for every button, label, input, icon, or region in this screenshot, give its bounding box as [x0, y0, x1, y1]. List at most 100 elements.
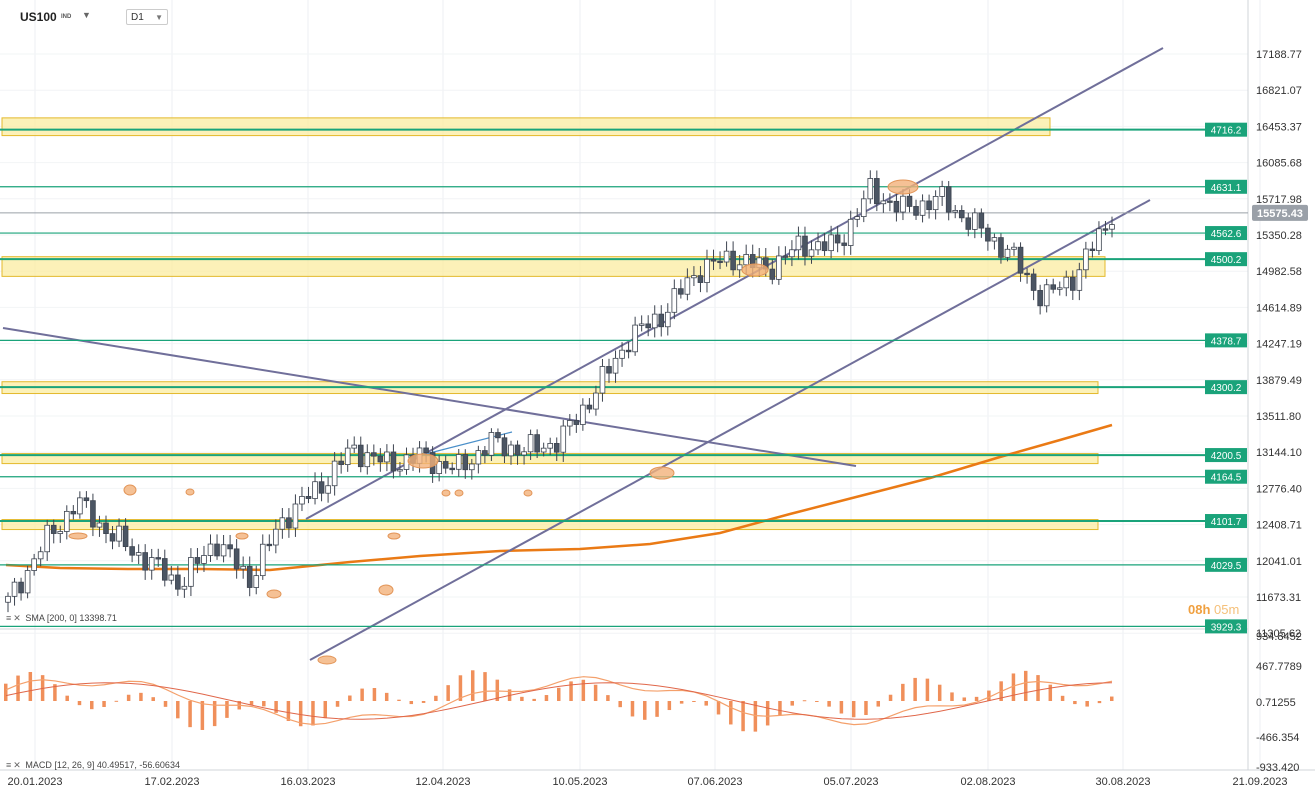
candle-body [1089, 248, 1096, 252]
symbol-name[interactable]: US100 [20, 10, 57, 24]
candle-body [776, 255, 782, 280]
candle-body [619, 349, 625, 359]
level-marker-box [1205, 380, 1247, 395]
candle-body [932, 196, 939, 211]
date-tick-label: 10.05.2023 [552, 776, 607, 788]
candle-body [834, 234, 841, 244]
menu-icon[interactable]: ≡ [6, 613, 12, 623]
candle-body [521, 451, 527, 456]
candle-body [18, 581, 24, 594]
highlight-ellipse [68, 532, 88, 540]
candle-body [991, 237, 998, 242]
sma-legend[interactable]: ≡ ✕ SMA [200, 0] 13398.71 [6, 613, 117, 624]
price-tick-label: 12408.71 [1256, 520, 1302, 532]
macd-histogram-bar [888, 694, 893, 701]
level-marker-label: 4562.6 [1211, 229, 1242, 240]
candle-body [821, 241, 828, 252]
macd-histogram-bar [618, 701, 622, 708]
candle-body [161, 558, 168, 581]
candle-body [103, 522, 109, 534]
candle-body [651, 313, 658, 329]
candle-body [495, 432, 501, 439]
macd-histogram-bar [188, 701, 192, 728]
candle-body [449, 467, 456, 471]
candle-body [625, 349, 632, 353]
close-icon[interactable]: ✕ [13, 613, 21, 623]
menu-icon[interactable]: ≡ [6, 760, 12, 770]
date-tick-label: 02.08.2023 [960, 776, 1015, 788]
level-marker-label: 4164.5 [1211, 473, 1242, 484]
candle-body [442, 461, 449, 469]
candle-body [586, 404, 593, 410]
candle-body [534, 434, 540, 453]
candle-body [782, 255, 789, 258]
candle-body [377, 455, 384, 463]
macd-histogram-bar [397, 699, 401, 701]
macd-legend[interactable]: ≡ ✕ MACD [12, 26, 9] 40.49517, -56.60634 [6, 760, 180, 771]
level-marker-label: 4716.2 [1211, 126, 1242, 137]
macd-histogram-bar [925, 678, 930, 701]
level-marker-label: 4200.5 [1211, 451, 1242, 462]
macd-histogram-bar [65, 695, 69, 701]
candle-body [952, 210, 959, 213]
candle-body [318, 481, 325, 494]
trend-lines[interactable] [2, 47, 1164, 661]
price-tick-label: 13144.10 [1256, 447, 1302, 459]
candle-body [789, 249, 795, 258]
date-axis[interactable]: 20.01.2023 17.02.2023 16.03.2023 12.04.2023… [7, 776, 1287, 788]
date-tick-label: 30.08.2023 [1095, 776, 1150, 788]
candle-body [436, 461, 442, 475]
candle-body [638, 323, 645, 326]
highlight-ellipse [441, 489, 451, 497]
candle-body [155, 557, 162, 560]
candle-body [1109, 224, 1115, 230]
candle-body [168, 574, 175, 581]
candle-body [1030, 273, 1037, 291]
candle-body [795, 235, 802, 251]
macd-histogram-bar [557, 687, 561, 701]
candle-body [514, 444, 521, 456]
candle-body [338, 460, 344, 465]
candle-body [664, 311, 671, 328]
candle-body [560, 425, 567, 453]
sma-legend-value: 13398.71 [79, 613, 117, 623]
macd-histogram-bar [360, 688, 364, 701]
highlight-ellipse [741, 263, 769, 277]
candle-body [240, 565, 246, 570]
macd-histogram-bar [704, 701, 708, 706]
candle-body [998, 237, 1004, 258]
chevron-down-icon[interactable]: ▼ [82, 10, 91, 20]
highlight-ellipse [407, 453, 439, 469]
candle-body [900, 195, 906, 213]
price-tick-label: 16821.07 [1256, 85, 1302, 97]
candle-body [220, 544, 227, 557]
macd-histogram-bar [483, 672, 487, 701]
level-marker-box [1205, 448, 1247, 463]
macd-histogram-bar [1048, 684, 1053, 701]
candle-body [913, 206, 919, 216]
price-axis[interactable]: 17188.77 16821.07 16453.37 16085.68 15717.98… [1256, 49, 1302, 640]
candles [5, 170, 1115, 613]
candle-body [580, 404, 586, 425]
candle-body [50, 524, 57, 534]
macd-histogram-bar [901, 683, 905, 701]
macd-histogram-bar [311, 701, 315, 726]
candle-body [540, 447, 547, 453]
date-tick-label: 05.07.2023 [823, 776, 878, 788]
candle-body [423, 447, 429, 454]
close-icon[interactable]: ✕ [13, 760, 21, 770]
candle-body [357, 444, 364, 468]
timeframe-select[interactable]: D1 ▼ [126, 9, 168, 25]
candle-body [273, 528, 279, 546]
candle-body [527, 434, 534, 453]
macd-histogram-bar [667, 701, 672, 711]
date-tick-label: 20.01.2023 [7, 776, 62, 788]
candle-body [70, 510, 77, 515]
horizontal-levels[interactable] [0, 128, 1248, 627]
candle-body [1037, 290, 1043, 307]
level-marker-box [1205, 514, 1247, 529]
candle-body [344, 447, 351, 465]
candle-body [691, 275, 697, 279]
date-tick-label: 21.09.2023 [1232, 776, 1287, 788]
